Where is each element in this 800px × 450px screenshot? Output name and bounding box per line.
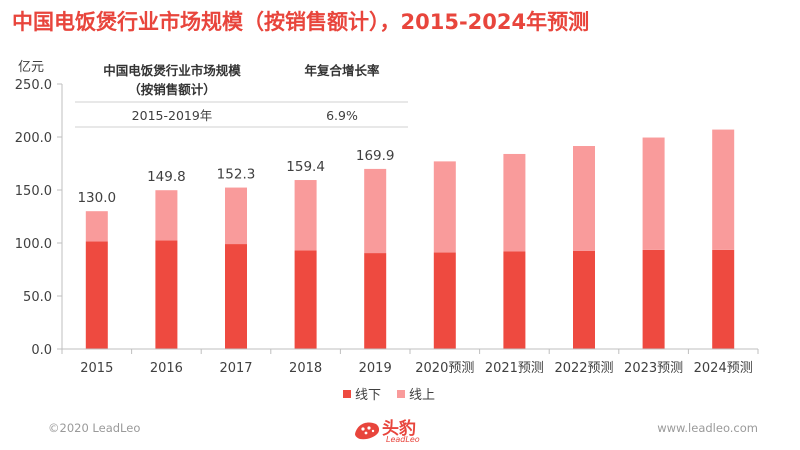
bar-online [642, 137, 665, 250]
info-col2-header: 年复合增长率 [304, 63, 380, 78]
legend-label: 线上 [409, 388, 435, 403]
bar-offline [503, 251, 526, 349]
bar-online [573, 146, 595, 251]
bar-offline [85, 241, 108, 349]
x-tick-label: 2023预测 [624, 361, 683, 376]
y-tick-label: 0.0 [31, 343, 52, 358]
website-link[interactable]: www.leadleo.com [657, 421, 758, 435]
x-tick-label: 2020预测 [415, 361, 474, 376]
bar-offline [712, 249, 735, 349]
bar-offline [225, 244, 247, 349]
x-tick-label: 2016 [150, 361, 183, 376]
info-cagr-value: 6.9% [326, 108, 358, 123]
total-labels-group: 130.0 149.8 152.3 159.4 169.9 [77, 148, 394, 206]
x-axis: 2015 2016 2017 2018 2019 2020预测 2021预测 2022预测 20… [61, 348, 759, 376]
bar-online [503, 153, 526, 252]
bar-online [364, 168, 387, 254]
y-tick-label: 150.0 [15, 184, 52, 199]
bar-offline [642, 249, 665, 349]
leopard-logo-icon [355, 422, 380, 440]
x-tick-label: 2015 [80, 361, 113, 376]
bar-total-label: 130.0 [77, 190, 116, 206]
bar-online [433, 161, 456, 253]
legend-label: 线下 [355, 388, 381, 403]
info-period: 2015-2019年 [132, 108, 213, 123]
bar-total-label: 149.8 [147, 169, 186, 185]
x-tick-label: 2017 [219, 361, 252, 376]
bar-offline [294, 250, 317, 349]
legend-swatch-online [397, 390, 405, 398]
x-tick-label: 2024预测 [694, 361, 753, 376]
info-col1-header-line2: （按销售额计） [128, 82, 216, 97]
legend: 线下 线上 [343, 388, 435, 403]
x-tick-label: 2021预测 [485, 361, 544, 376]
cagr-info-table: 中国电饭煲行业市场规模 （按销售额计） 年复合增长率 2015-2019年 6.… [75, 63, 408, 128]
logo-english-text: LeadLeo [386, 435, 420, 444]
copyright-text: ©2020 LeadLeo [48, 421, 141, 435]
info-col1-header-line1: 中国电饭煲行业市场规模 [103, 63, 241, 78]
bar-total-label: 152.3 [217, 167, 256, 183]
x-tick-label: 2022预测 [554, 361, 613, 376]
bar-online [712, 129, 735, 250]
bar-offline [573, 250, 595, 349]
y-tick-label: 50.0 [23, 290, 52, 305]
bar-online [85, 211, 108, 242]
bar-online [294, 180, 317, 251]
x-tick-label: 2019 [359, 361, 392, 376]
page-title: 中国电饭煲行业市场规模（按销售额计），2015-2024年预测 [12, 10, 590, 34]
x-tick-label: 2018 [289, 361, 322, 376]
bar-online [155, 190, 178, 241]
y-tick-label: 200.0 [15, 131, 52, 146]
bars-group [85, 129, 735, 349]
legend-swatch-offline [343, 390, 351, 398]
bar-online [225, 187, 247, 245]
y-axis-unit-label: 亿元 [18, 60, 44, 75]
y-axis: 0.0 50.0 100.0 150.0 200.0 250.0 [15, 78, 63, 358]
leadleo-logo: 头豹 LeadLeo [352, 414, 452, 448]
bar-total-label: 169.9 [356, 148, 395, 164]
y-tick-label: 250.0 [15, 78, 52, 93]
logo-chinese-text: 头豹 [382, 419, 416, 439]
bar-offline [364, 253, 387, 349]
bar-total-label: 159.4 [286, 159, 325, 175]
bar-offline [155, 240, 178, 349]
bar-offline [433, 252, 456, 349]
y-tick-label: 100.0 [15, 237, 52, 252]
